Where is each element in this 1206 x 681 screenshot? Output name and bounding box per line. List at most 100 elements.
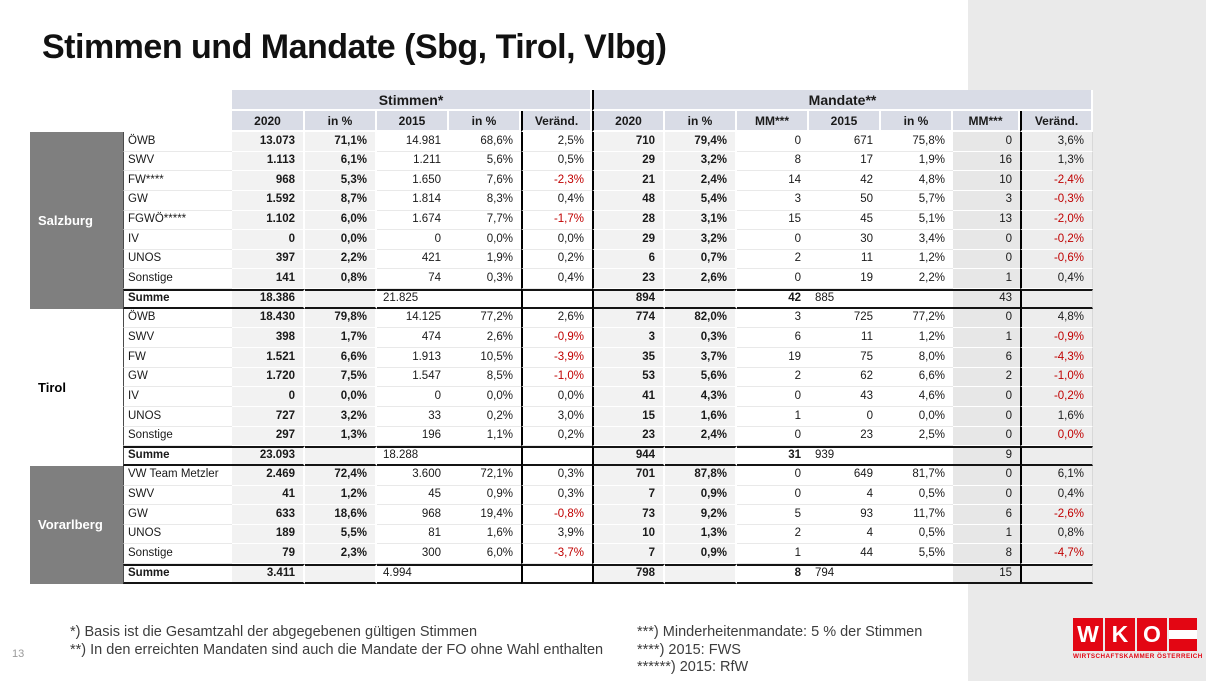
table-cell: 0	[232, 387, 305, 407]
party-name-cell: FW****	[123, 171, 232, 191]
party-name-cell: SWV	[123, 485, 232, 506]
table-cell: 3,9%	[521, 524, 592, 545]
table-cell: 0	[953, 465, 1020, 486]
table-cell: 87,8%	[665, 465, 737, 486]
table-cell: 30	[809, 230, 881, 250]
table-cell	[305, 289, 377, 309]
table-cell: 10	[592, 524, 665, 545]
table-cell: 2	[953, 367, 1020, 388]
summe-cell: 42	[737, 289, 809, 309]
table-cell: 21	[592, 171, 665, 191]
summe-cell: 18.386	[232, 289, 305, 309]
region-label-vorarlberg: Vorarlberg	[30, 466, 123, 584]
summe-cell: 798	[592, 564, 665, 584]
table-cell: 8	[737, 151, 809, 172]
table-cell: 11	[809, 328, 881, 349]
table-cell: 774	[592, 308, 665, 329]
table-cell	[1020, 446, 1093, 466]
table-cell: 2,6%	[665, 269, 737, 290]
table-cell: 8	[953, 544, 1020, 565]
table-cell: 0	[953, 249, 1020, 270]
table-cell: 649	[809, 465, 881, 486]
summe-cell: 9	[953, 446, 1020, 466]
table-cell: 15	[592, 406, 665, 427]
table-cell: 1.913	[377, 348, 449, 368]
table-cell: 0,2%	[521, 249, 592, 270]
table-cell	[1020, 289, 1093, 309]
party-name-cell: UNOS	[123, 406, 232, 427]
table-cell: 189	[232, 524, 305, 545]
table-cell: 10,5%	[449, 348, 521, 368]
table-cell: 1.113	[232, 151, 305, 172]
footnotes-right: ***) Minderheitenmandate: 5 % der Stimme…	[637, 624, 967, 677]
table-cell: 968	[232, 171, 305, 191]
stimmen-section-header: Stimmen*	[232, 90, 592, 111]
table-cell: 1.547	[377, 367, 449, 388]
table-cell: 1.592	[232, 190, 305, 211]
table-cell: -0,2%	[1020, 230, 1093, 250]
party-name-cell: UNOS	[123, 524, 232, 545]
party-name-cell: IV	[123, 230, 232, 250]
table-cell: 0,7%	[665, 249, 737, 270]
table-cell: 1,9%	[449, 249, 521, 270]
table-cell	[449, 564, 521, 584]
table-cell: 14.981	[377, 132, 449, 152]
table-cell: 0,0%	[521, 387, 592, 407]
table-cell: 1,3%	[305, 426, 377, 447]
table-cell: 2,4%	[665, 426, 737, 447]
table-cell: 710	[592, 132, 665, 152]
table-cell: 72,4%	[305, 465, 377, 486]
table-cell: 5	[737, 505, 809, 525]
table-cell: 0,4%	[521, 190, 592, 211]
table-cell: -0,8%	[521, 505, 592, 525]
table-cell: 1	[953, 524, 1020, 545]
footnote-fws: ****) 2015: FWS	[637, 641, 741, 658]
table-cell: 0,2%	[521, 426, 592, 447]
table-cell: -0,9%	[521, 328, 592, 349]
party-name-cell: Sonstige	[123, 544, 232, 565]
table-cell: 6,0%	[449, 544, 521, 565]
column-header: MM***	[737, 111, 809, 132]
table-cell: 23	[809, 426, 881, 447]
table-cell: -0,2%	[1020, 387, 1093, 407]
table-cell: 7,6%	[449, 171, 521, 191]
table-cell: 0	[377, 387, 449, 407]
table-cell: 68,6%	[449, 132, 521, 152]
column-header: 2015	[377, 111, 449, 132]
column-header: 2020	[592, 111, 665, 132]
party-name-cell: GW	[123, 367, 232, 388]
table-cell: 0	[953, 485, 1020, 506]
table-cell: 0,9%	[665, 485, 737, 506]
table-cell: 0	[809, 406, 881, 427]
summe-cell: 4.994	[377, 564, 449, 584]
table-cell: 701	[592, 465, 665, 486]
table-cell: 3,2%	[665, 230, 737, 250]
summe-cell: 885	[809, 289, 881, 309]
table-cell	[521, 289, 592, 309]
table-cell: 6,6%	[305, 348, 377, 368]
table-cell: 23	[592, 426, 665, 447]
summe-cell: 43	[953, 289, 1020, 309]
table-cell: 75,8%	[881, 132, 953, 152]
table-cell: 0,0%	[1020, 426, 1093, 447]
table-cell: 13	[953, 210, 1020, 231]
table-cell: 9,2%	[665, 505, 737, 525]
mandate-section-header: Mandate**	[592, 90, 1093, 111]
table-cell: 6	[592, 249, 665, 270]
results-table: Stimmen* Mandate** 2020 in % 2015 in % Veränd.…	[123, 90, 1093, 584]
table-cell: 300	[377, 544, 449, 565]
table-cell: 671	[809, 132, 881, 152]
table-cell: -2,6%	[1020, 505, 1093, 525]
table-cell: 93	[809, 505, 881, 525]
party-name-cell: Sonstige	[123, 426, 232, 447]
table-cell: 1,2%	[305, 485, 377, 506]
table-cell: 0,4%	[1020, 269, 1093, 290]
page-number: 13	[12, 648, 25, 660]
table-cell: 6	[737, 328, 809, 349]
table-cell: -4,7%	[1020, 544, 1093, 565]
table-cell: 81,7%	[881, 465, 953, 486]
table-cell: 17	[809, 151, 881, 172]
table-cell: 1.102	[232, 210, 305, 231]
table-cell: 1,6%	[449, 524, 521, 545]
table-cell: -1,0%	[521, 367, 592, 388]
